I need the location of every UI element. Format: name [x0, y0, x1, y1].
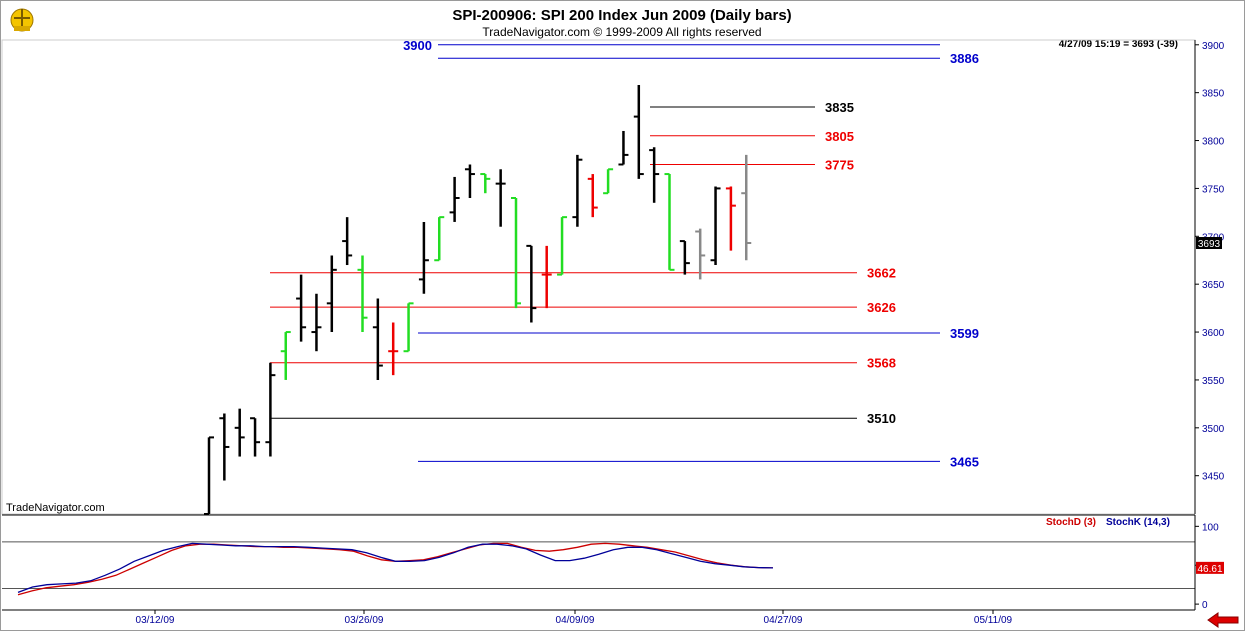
- ohlc-bar: [679, 240, 690, 275]
- level-label: 3662: [867, 266, 896, 281]
- ohlc-bar: [418, 221, 429, 294]
- stoch-series-line: [17, 542, 774, 594]
- price-tick-label: 3450: [1202, 472, 1225, 483]
- stoch-value-label: 46.61: [1197, 564, 1222, 575]
- last-price-label: 3693: [1198, 239, 1221, 250]
- ohlc-bar: [587, 174, 598, 218]
- ohlc-bar: [449, 176, 460, 222]
- ohlc-bar: [250, 417, 261, 457]
- level-label: 3900: [403, 38, 432, 53]
- ohlc-bar: [480, 173, 491, 194]
- ohlc-bars: [204, 85, 752, 515]
- last-price-status: 4/27/09 15:19 = 3693 (-39): [1059, 39, 1178, 50]
- last-price-marker: 3693: [1196, 237, 1222, 250]
- level-label: 3599: [950, 326, 979, 341]
- ohlc-bar: [695, 228, 706, 280]
- ohlc-bar: [618, 130, 629, 166]
- date-tick-label: 03/26/09: [345, 615, 384, 626]
- date-tick-label: 03/12/09: [136, 615, 175, 626]
- ohlc-bar: [342, 217, 353, 266]
- ohlc-bar: [204, 436, 214, 515]
- ohlc-bar: [511, 197, 521, 309]
- ohlc-bar: [296, 274, 307, 342]
- ohlc-bar: [741, 154, 752, 261]
- ohlc-bar: [495, 169, 506, 227]
- ohlc-bar: [372, 298, 383, 380]
- level-label: 3510: [867, 411, 896, 426]
- price-tick-label: 3650: [1202, 280, 1225, 291]
- stoch-lines: [17, 542, 774, 596]
- ohlc-bar: [557, 216, 568, 276]
- copyright-text: TradeNavigator.com © 1999-2009 All right…: [482, 25, 761, 39]
- ohlc-bar: [403, 302, 414, 353]
- ohlc-bar: [664, 173, 675, 271]
- date-tick-label: 04/27/09: [764, 615, 803, 626]
- price-tick-label: 3600: [1202, 328, 1225, 339]
- ohlc-bar: [326, 255, 337, 333]
- stoch-tick-label: 100: [1202, 522, 1219, 533]
- ohlc-bar: [710, 186, 721, 266]
- ohlc-bar: [219, 413, 230, 481]
- price-tick-label: 3900: [1202, 41, 1225, 52]
- stochd-legend: StochD (3): [1046, 517, 1096, 528]
- stoch-marker: 46.61: [1196, 561, 1224, 575]
- ohlc-bar: [603, 168, 614, 195]
- price-tick-label: 3500: [1202, 424, 1225, 435]
- level-label: 3886: [950, 51, 979, 66]
- price-tick-label: 3800: [1202, 137, 1225, 148]
- price-tick-label: 3550: [1202, 376, 1225, 387]
- ohlc-bar: [388, 322, 399, 376]
- watermark: TradeNavigator.com: [6, 502, 105, 514]
- ohlc-bar: [649, 147, 660, 203]
- stoch-tick-label: 0: [1202, 600, 1208, 611]
- ohlc-bar: [464, 164, 475, 198]
- ohlc-bar: [572, 154, 583, 227]
- ohlc-bar: [725, 186, 736, 251]
- ohlc-bar: [434, 216, 445, 262]
- ohlc-bar: [280, 331, 291, 380]
- price-tick-label: 3750: [1202, 184, 1225, 195]
- ohlc-bar: [311, 293, 322, 352]
- level-label: 3835: [825, 100, 854, 115]
- back-arrow-icon[interactable]: [1207, 612, 1239, 628]
- chart-title: SPI-200906: SPI 200 Index Jun 2009 (Dail…: [452, 7, 791, 24]
- date-axis: 03/12/09 03/26/09 04/09/09 04/27/09 05/11/09: [136, 610, 1013, 626]
- ohlc-bar: [633, 85, 644, 179]
- stochk-legend: StochK (14,3): [1106, 517, 1170, 528]
- level-lines: 3900 3886 3835 3805 3775 3662 3626 3599 3568 3510…: [270, 38, 979, 469]
- level-label: 3465: [950, 454, 979, 469]
- app-logo-icon: [10, 8, 34, 32]
- ohlc-bar: [541, 245, 552, 309]
- level-label: 3805: [825, 129, 854, 144]
- date-tick-label: 04/09/09: [556, 615, 595, 626]
- ohlc-bar: [265, 362, 276, 457]
- ohlc-bar: [357, 255, 368, 333]
- price-tick-label: 3850: [1202, 89, 1225, 100]
- level-label: 3626: [867, 300, 896, 315]
- level-label: 3568: [867, 356, 896, 371]
- level-label: 3775: [825, 157, 854, 172]
- ohlc-bar: [234, 408, 245, 457]
- ohlc-bar: [526, 244, 537, 323]
- date-tick-label: 05/11/09: [974, 615, 1013, 626]
